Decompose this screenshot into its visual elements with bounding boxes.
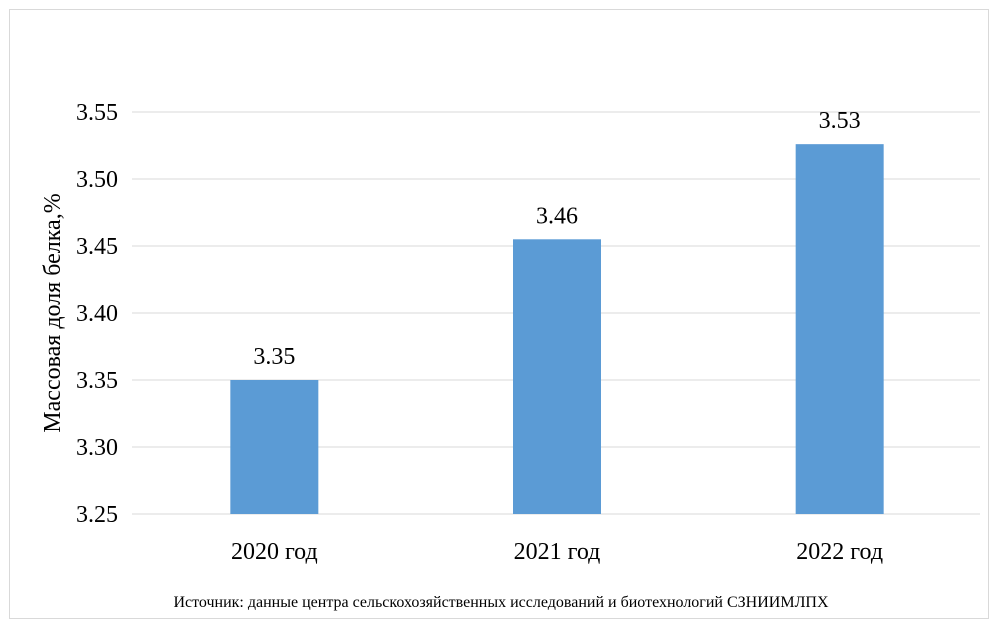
data-label: 3.53 — [819, 108, 861, 134]
y-tick-label: 3.45 — [76, 234, 118, 260]
y-tick-label: 3.50 — [76, 167, 118, 193]
y-axis-title: Массовая доля белка,% — [40, 193, 66, 432]
x-category-label: 2021 год — [514, 539, 601, 565]
data-label: 3.46 — [536, 203, 578, 229]
data-labels: 3.35 3.46 3.53 — [253, 108, 860, 370]
data-label: 3.35 — [253, 344, 295, 370]
y-tick-label: 3.55 — [76, 100, 118, 126]
x-category-label: 2020 год — [231, 539, 318, 565]
bar — [513, 239, 601, 515]
chart-frame — [9, 9, 989, 619]
bars — [230, 144, 884, 515]
x-category-label: 2022 год — [796, 539, 883, 565]
y-tick-label: 3.30 — [76, 435, 118, 461]
bar — [795, 144, 884, 514]
source-note: Источник: данные центра сельскохозяйстве… — [173, 594, 829, 611]
y-tick-label: 3.35 — [76, 368, 118, 394]
y-tick-label: 3.25 — [76, 502, 118, 528]
x-axis-category-labels: 2020 год 2021 год 2022 год — [231, 539, 883, 565]
bar — [230, 380, 319, 514]
y-tick-label: 3.40 — [76, 301, 118, 327]
y-axis-tick-labels: 3.55 3.50 3.45 3.40 3.35 3.30 3.25 — [76, 100, 118, 528]
